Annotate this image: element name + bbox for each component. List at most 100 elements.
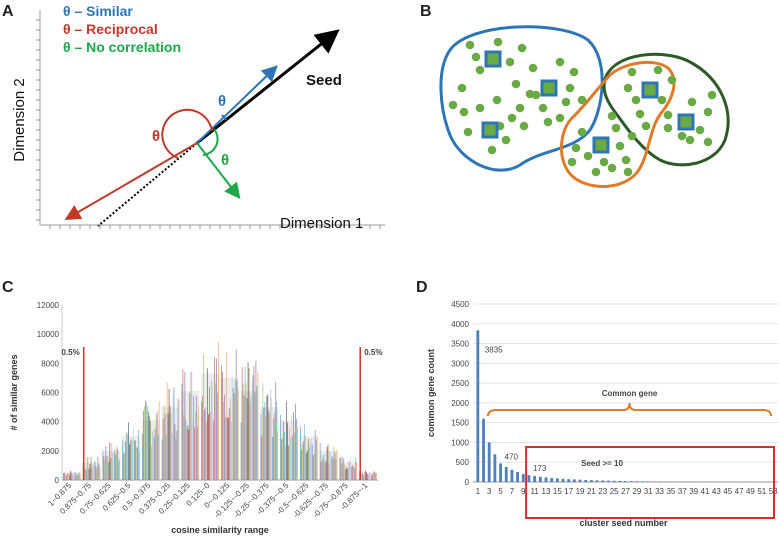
d-bar	[550, 478, 554, 482]
c-bar-series	[307, 438, 309, 480]
c-bar-series	[109, 442, 111, 480]
c-bar-series	[237, 389, 239, 480]
c-bar-series	[254, 392, 256, 480]
c-bar-series	[355, 457, 357, 480]
c-bar-series	[201, 401, 203, 480]
c-bar-series	[309, 441, 311, 480]
c-bar-series	[78, 472, 80, 480]
c-bar-series	[186, 428, 188, 480]
c-bar-series	[376, 472, 377, 480]
c-bar-series	[115, 454, 117, 480]
d-bar	[572, 479, 576, 482]
member-dot	[631, 95, 641, 105]
c-ytick-label: 4000	[41, 418, 59, 427]
seed-vector	[196, 29, 340, 145]
c-bar-series	[320, 461, 322, 480]
c-bar-series	[218, 342, 219, 480]
d-xtick-label: 47	[735, 487, 744, 496]
seed-extension-dotted	[97, 142, 198, 227]
d-ytick-label: 1000	[451, 438, 469, 447]
d-ylabel: common gene count	[426, 349, 436, 437]
c-ytick-label: 10000	[37, 330, 60, 339]
c-bar-series	[346, 467, 348, 480]
legend-similar: θ – Similar	[63, 3, 133, 19]
d-xtick-label: 11	[530, 487, 539, 496]
member-dot	[457, 83, 467, 93]
c-bar-series	[158, 401, 160, 480]
member-dot	[707, 90, 717, 100]
c-bar-series	[276, 401, 278, 480]
d-bar	[527, 475, 531, 482]
c-bar-series	[227, 418, 229, 480]
member-dot	[475, 103, 485, 113]
c-bar-series	[198, 405, 200, 480]
d-xtick-label: 7	[510, 487, 515, 496]
d-bar	[590, 480, 593, 482]
c-bar-series	[131, 438, 132, 480]
c-bar-series	[88, 468, 90, 480]
c-bar-series	[152, 430, 154, 480]
panel-a: A θ – Similar θ – Reciprocal θ – No corr…	[2, 3, 385, 232]
c-bar-series	[136, 446, 137, 480]
c-bar-series	[235, 349, 237, 480]
c-bar-series	[350, 456, 352, 480]
c-bar-series	[177, 398, 179, 480]
member-dot	[623, 83, 633, 93]
member-dot	[695, 125, 705, 135]
c-bar-series	[126, 432, 127, 480]
d-bar	[499, 463, 502, 482]
member-dot	[492, 95, 502, 105]
c-bar-series	[87, 456, 89, 480]
c-bar-series	[230, 421, 232, 480]
c-bar-series	[343, 459, 345, 480]
c-bar-series	[363, 475, 364, 480]
c-bar-series	[369, 472, 370, 480]
member-dot	[511, 79, 521, 89]
member-dot	[635, 109, 645, 119]
c-bar-series	[232, 387, 234, 480]
seed-square	[641, 81, 659, 99]
c-bar-series	[145, 402, 147, 480]
c-bar-series	[96, 467, 98, 480]
c-bar-series	[289, 428, 290, 480]
c-bar-series	[211, 380, 212, 480]
c-bar-series	[272, 436, 274, 480]
c-bar-series	[139, 451, 140, 480]
c-bar-series	[184, 371, 186, 480]
c-bar-series	[161, 439, 163, 480]
c-bar-series	[68, 475, 70, 480]
c-bar-series	[217, 392, 218, 480]
d-bar	[624, 481, 627, 482]
c-bar-series	[117, 448, 119, 480]
c-bar-series	[116, 446, 118, 480]
d-xtick-label: 33	[655, 487, 664, 496]
d-bar	[646, 481, 650, 482]
a-xlabel: Dimension 1	[280, 215, 363, 232]
c-bar-series	[314, 429, 316, 480]
c-bar-series	[345, 469, 347, 480]
member-dot	[583, 151, 593, 161]
c-bar-series	[310, 438, 312, 480]
c-bar-series	[204, 409, 205, 480]
c-bar-series	[194, 427, 196, 480]
c-bar-series	[368, 474, 369, 480]
d-data-label: 173	[533, 464, 547, 473]
c-bar-series	[325, 460, 327, 480]
c-bar-series	[367, 474, 368, 480]
c-bar-series	[282, 437, 284, 480]
member-dot	[507, 113, 517, 123]
c-bar-series	[221, 365, 222, 480]
c-bar-series	[327, 444, 329, 480]
d-bar	[555, 478, 559, 482]
d-xtick-label: 13	[542, 487, 551, 496]
c-bar-series	[144, 400, 146, 480]
d-xtick-label: 21	[587, 487, 596, 496]
d-bar	[544, 477, 548, 482]
c-bar-series	[176, 430, 178, 480]
d-xtick-label: 5	[498, 487, 503, 496]
c-bar-series	[133, 426, 134, 480]
c-bar-series	[149, 420, 151, 480]
d-xlabel: cluster seed number	[579, 518, 668, 528]
